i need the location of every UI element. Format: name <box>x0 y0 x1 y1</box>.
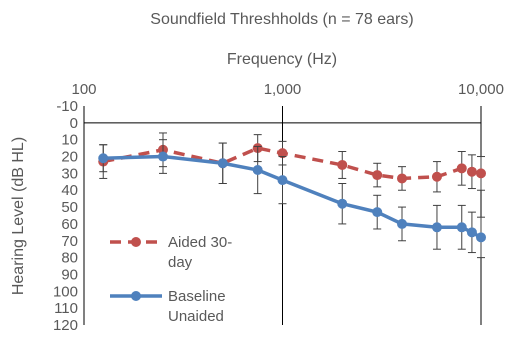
y-tick-label: 0 <box>70 115 78 132</box>
y-tick-label: 90 <box>61 266 78 283</box>
series-layer <box>98 132 486 259</box>
data-point <box>476 232 486 243</box>
x-tick-label: 100 <box>71 81 96 98</box>
x-tick-label: 1,000 <box>264 81 302 98</box>
x-tick-label: 10,000 <box>458 81 504 98</box>
legend-label: Aided 30-day <box>168 234 232 271</box>
data-point <box>277 175 288 186</box>
data-point <box>431 171 442 182</box>
data-point <box>217 158 228 169</box>
y-tick-label: 30 <box>61 165 78 182</box>
legend-swatch-marker <box>131 291 141 301</box>
data-point <box>456 222 467 233</box>
y-tick-label: 120 <box>53 317 78 334</box>
x-axis-ticks: 100 1,000 10,000 <box>71 81 503 98</box>
data-point <box>337 198 348 209</box>
data-point <box>252 165 263 176</box>
data-point <box>466 166 477 177</box>
data-point <box>456 163 467 174</box>
y-tick-label: 70 <box>61 233 78 250</box>
y-tick-label: 40 <box>61 182 78 199</box>
legend-label: Baseline Unaided <box>168 288 226 325</box>
chart-title: Soundfield Threshholds (n = 78 ears) <box>150 11 413 28</box>
legend-item: Baseline Unaided <box>110 288 226 325</box>
legend: Aided 30-day Baseline Unaided <box>110 234 232 325</box>
plot-area <box>83 106 482 325</box>
data-point <box>466 227 477 238</box>
data-point <box>277 148 288 159</box>
legend-swatch-marker <box>131 237 141 247</box>
data-point <box>476 168 486 179</box>
data-point <box>431 222 442 233</box>
series-baseline <box>98 139 486 259</box>
data-point <box>372 170 383 181</box>
y-axis-title: Hearing Level (dB HL) <box>10 137 27 295</box>
y-tick-label: 60 <box>61 216 78 233</box>
x-axis-title: Frequency (Hz) <box>227 51 337 68</box>
data-point <box>372 207 383 218</box>
data-point <box>397 218 408 229</box>
y-tick-label: 110 <box>54 300 78 317</box>
y-tick-label: 100 <box>53 283 78 300</box>
data-point <box>337 159 348 170</box>
y-tick-label: -10 <box>56 98 78 115</box>
y-tick-label: 80 <box>61 250 78 267</box>
y-tick-label: 50 <box>61 199 78 216</box>
series-line <box>103 154 482 239</box>
legend-item: Aided 30-day <box>110 234 232 271</box>
y-tick-label: 20 <box>61 149 78 166</box>
data-point <box>157 151 168 162</box>
data-point <box>397 173 408 184</box>
y-tick-label: 10 <box>61 132 78 149</box>
data-point <box>98 153 109 164</box>
